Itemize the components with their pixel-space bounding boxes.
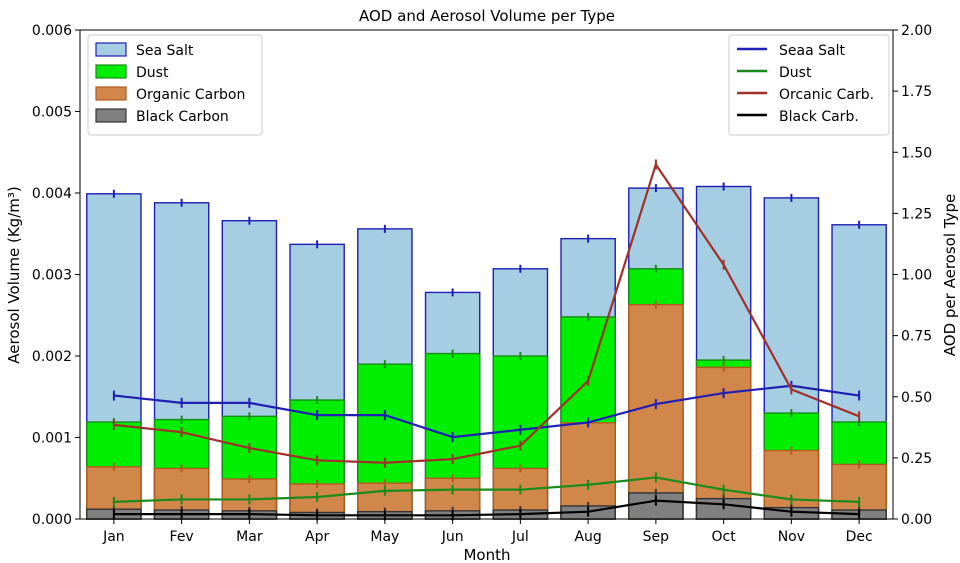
bar-legend: Sea Salt Dust Organic Carbon Black Carbon xyxy=(87,34,263,136)
legend-label: Sea Salt xyxy=(136,43,194,59)
y-axis-left-label: Aerosol Volume (Kg/m³) xyxy=(5,186,23,363)
y-right-tick-label: 1.00 xyxy=(901,268,932,284)
y-left-tick-label: 0.004 xyxy=(32,186,72,202)
legend-label: Black Carb. xyxy=(779,109,859,125)
x-axis-label: Month xyxy=(463,546,510,563)
chart-title: AOD and Aerosol Volume per Type xyxy=(359,7,615,25)
y-left-tick-label: 0.002 xyxy=(32,349,72,365)
legend-label: Dust xyxy=(136,65,169,81)
y-right-tick-label: 1.75 xyxy=(901,84,932,100)
y-left-tick-label: 0.003 xyxy=(32,268,72,284)
legend-label: Seaa Salt xyxy=(779,43,845,59)
y-right-tick-label: 1.25 xyxy=(901,206,932,222)
y-right-tick-label: 0.50 xyxy=(901,390,932,406)
legend-swatch xyxy=(95,108,127,123)
y-left-tick-label: 0.001 xyxy=(32,431,72,447)
x-tick-label: Nov xyxy=(778,529,805,545)
legend-label: Organic Carbon xyxy=(136,87,245,103)
bar-organic-carbon xyxy=(628,303,684,520)
line-black-carb xyxy=(113,499,860,517)
y-left-tick-label: 0.005 xyxy=(32,105,72,121)
line-layer xyxy=(112,159,861,521)
x-tick-label: Jan xyxy=(102,529,125,545)
x-tick-label: Apr xyxy=(305,529,329,545)
legend-swatch xyxy=(95,42,127,57)
x-tick-label: May xyxy=(370,529,399,545)
y-left-tick-label: 0.006 xyxy=(32,23,72,39)
legend-label: Black Carbon xyxy=(136,109,229,125)
x-tick-label: Oct xyxy=(712,529,737,545)
axes: 0.000 0.001 0.002 0.003 0.004 0.005 0.006 0.00 0… xyxy=(32,23,932,545)
x-tick-label: Aug xyxy=(574,529,601,545)
line-legend-box xyxy=(728,34,890,136)
x-tick-label: Sep xyxy=(643,529,670,545)
x-tick-label: Dec xyxy=(846,529,873,545)
line-orcanic-carb xyxy=(113,161,860,464)
y-right-tick-label: 0.75 xyxy=(901,329,932,345)
legend-label: Dust xyxy=(779,65,812,81)
y-right-tick-label: 2.00 xyxy=(901,23,932,39)
y-axis-right-label: AOD per Aerosol Type xyxy=(941,194,959,356)
x-tick-label: Fev xyxy=(170,529,194,545)
line-seaa-salt xyxy=(113,384,860,439)
legend-swatch xyxy=(95,86,127,101)
legend-label: Orcanic Carb. xyxy=(779,87,874,103)
line-legend: Seaa Salt Dust Orcanic Carb. Black Carb. xyxy=(728,34,890,136)
y-right-tick-label: 0.25 xyxy=(901,451,932,467)
y-right-tick-label: 1.50 xyxy=(901,145,932,161)
y-left-tick-label: 0.000 xyxy=(32,512,72,528)
bar-legend-box xyxy=(87,34,263,136)
x-tick-label: Mar xyxy=(236,529,263,545)
x-tick-label: Jul xyxy=(511,529,529,545)
legend-swatch xyxy=(95,64,127,79)
x-tick-label: Jun xyxy=(441,529,464,545)
y-right-tick-label: 0.00 xyxy=(901,512,932,528)
line-dust xyxy=(113,476,860,503)
